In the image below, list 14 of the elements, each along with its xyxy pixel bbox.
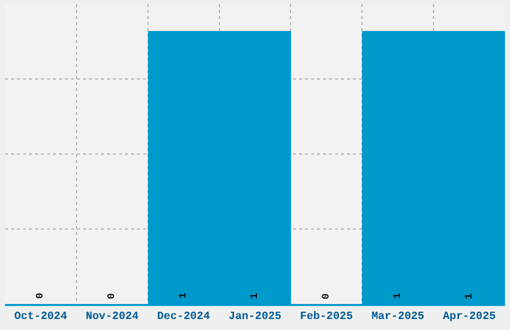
- data-label: 0: [36, 292, 47, 299]
- x-tick-label: Apr-2025: [442, 311, 496, 324]
- data-label: 1: [250, 292, 261, 299]
- x-tick-label: Oct-2024: [14, 311, 68, 324]
- x-tick-label: Jan-2025: [228, 311, 282, 324]
- x-tick-label: Feb-2025: [300, 311, 354, 324]
- data-label: 0: [107, 293, 118, 300]
- data-label: 1: [464, 293, 476, 300]
- data-label: 1: [392, 292, 404, 299]
- data-label: 0: [321, 293, 332, 300]
- x-tick-label: Mar-2025: [371, 311, 425, 324]
- data-label: 1: [178, 292, 190, 299]
- x-tick-label: Nov-2024: [86, 311, 139, 324]
- x-tick-label: Dec-2024: [157, 311, 210, 324]
